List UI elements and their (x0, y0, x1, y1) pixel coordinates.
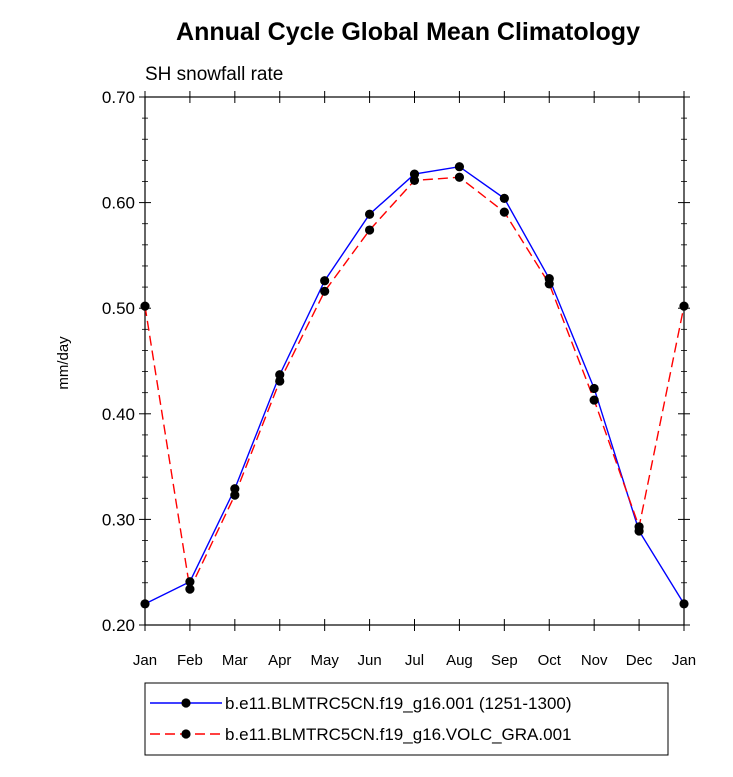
y-tick-label: 0.30 (102, 510, 135, 529)
chart-title: Annual Cycle Global Mean Climatology (176, 18, 640, 46)
series-1-point (320, 276, 330, 286)
series-line-2 (144, 176, 685, 592)
legend-label-2: b.e11.BLMTRC5CN.f19_g16.VOLC_GRA.001 (225, 725, 571, 744)
y-tick-label: 0.40 (102, 405, 135, 424)
series-1-point (140, 599, 150, 609)
series-1-point (454, 162, 465, 172)
series-2-point (320, 286, 330, 296)
series-layer (140, 162, 689, 609)
y-tick-label: 0.70 (102, 88, 135, 107)
x-tick-label: Oct (538, 652, 562, 669)
x-tick-label: Jul (405, 652, 424, 669)
series-1-point (230, 484, 240, 494)
y-tick-label: 0.60 (102, 194, 135, 213)
series-2-point (589, 395, 599, 405)
series-1-point (364, 209, 375, 219)
x-tick-label: May (310, 652, 339, 669)
x-tick-label: Mar (222, 652, 248, 669)
x-tick-label: Nov (581, 652, 608, 669)
x-tick-label: Aug (446, 652, 473, 669)
x-tick-label: Jan (133, 652, 157, 669)
series-2-point (185, 584, 195, 594)
series-1-point (185, 577, 195, 587)
series-2-point (544, 279, 554, 289)
series-2-point (679, 301, 689, 311)
x-tick-label: Dec (626, 652, 653, 669)
series-2-point (364, 225, 375, 235)
series-2-point (499, 207, 509, 217)
x-tick-label: Apr (268, 652, 291, 669)
y-axis-label: mm/day (55, 336, 72, 390)
x-tick-label: Feb (177, 652, 203, 669)
legend: b.e11.BLMTRC5CN.f19_g16.001 (1251-1300) b… (144, 682, 669, 756)
series-2-point (409, 175, 420, 186)
x-tick-label: Jun (357, 652, 381, 669)
series-2-point (140, 301, 150, 311)
legend-marker-1 (181, 698, 191, 708)
series-1-point (499, 193, 509, 203)
series-2-point (275, 376, 285, 386)
series-1-point (275, 370, 285, 380)
x-tick-label: Jan (672, 652, 696, 669)
series-line-1 (144, 165, 685, 605)
legend-marker-2 (181, 729, 191, 739)
x-tick-label: Sep (491, 652, 518, 669)
series-1-point (409, 169, 420, 179)
series-2-point (230, 490, 240, 500)
series-1-point (679, 599, 689, 609)
series-2-point (634, 522, 644, 532)
y-tick-label: 0.50 (102, 299, 135, 318)
chart-subtitle: SH snowfall rate (145, 64, 283, 85)
legend-box (144, 682, 669, 756)
axis-ticks: 0.20 0.30 0.40 0.50 0.60 0.70 Jan Feb Mar Apr May J… (102, 88, 696, 669)
y-tick-label: 0.20 (102, 616, 135, 635)
series-2-point (454, 172, 465, 182)
series-1-point (589, 383, 599, 394)
legend-label-1: b.e11.BLMTRC5CN.f19_g16.001 (1251-1300) (225, 694, 572, 713)
